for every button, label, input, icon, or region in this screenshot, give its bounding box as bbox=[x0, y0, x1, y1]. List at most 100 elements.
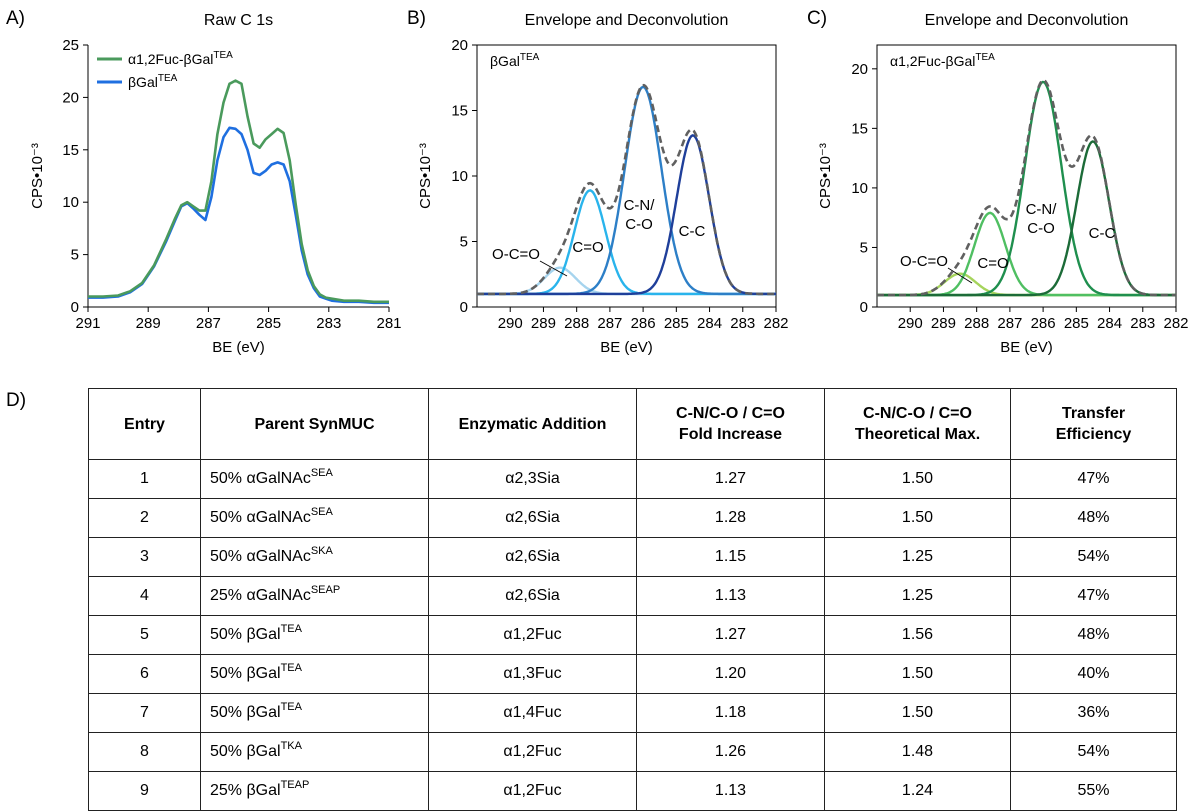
y-tick-label: 0 bbox=[460, 299, 468, 316]
y-tick-label: 20 bbox=[62, 89, 79, 106]
y-tick-label: 5 bbox=[71, 247, 79, 264]
label-o-c-o: O-C=O bbox=[492, 246, 540, 263]
cell-parent-superscript: SEAP bbox=[310, 584, 341, 596]
legend-label: α1,2Fuc-βGalTEA bbox=[128, 50, 233, 67]
chart-title: Raw C 1s bbox=[204, 12, 273, 29]
cell-parent-synmuc: 50% βGalTKA bbox=[200, 732, 429, 772]
x-tick-label: 288 bbox=[964, 315, 989, 332]
panel-letter-a: A) bbox=[6, 8, 25, 29]
header-fold-increase: C-N/C-O / C=O Fold Increase bbox=[636, 388, 825, 460]
header-enzymatic-addition: Enzymatic Addition bbox=[428, 388, 637, 460]
chart-title: Envelope and Deconvolution bbox=[525, 12, 729, 29]
y-tick-label: 15 bbox=[451, 103, 468, 120]
y-tick-label: 0 bbox=[860, 299, 868, 316]
table-row: 5 50% βGalTEA α1,2Fuc 1.27 1.56 48% bbox=[88, 615, 1177, 655]
label-o-c-o: O-C=O bbox=[900, 253, 948, 270]
header-entry: Entry bbox=[88, 388, 201, 460]
cell-parent-synmuc: 50% βGalTEA bbox=[200, 693, 429, 733]
envelope-deconvolution-chart-b: 290 289 288 287 286 285 284 283 282 0 5 10 15 20 Envel… bbox=[417, 12, 789, 356]
legend-label: βGalTEA bbox=[128, 73, 178, 90]
cell-theoretical-max: 1.56 bbox=[824, 615, 1011, 655]
cell-parent-superscript: TEAP bbox=[280, 779, 310, 791]
x-tick-label: 291 bbox=[75, 315, 100, 332]
cell-enzymatic-addition: α2,6Sia bbox=[428, 498, 637, 538]
cell-fold-increase: 1.28 bbox=[636, 498, 825, 538]
x-tick-label: 289 bbox=[531, 315, 556, 332]
table-row: 4 25% αGalNAcSEAP α2,6Sia 1.13 1.25 47% bbox=[88, 576, 1177, 616]
x-tick-label: 289 bbox=[136, 315, 161, 332]
y-tick-label: 20 bbox=[451, 37, 468, 54]
series-line-gal bbox=[88, 126, 389, 305]
header-transfer-efficiency: Transfer Efficiency bbox=[1010, 388, 1177, 460]
cell-entry: 7 bbox=[88, 693, 201, 733]
cell-theoretical-max: 1.50 bbox=[824, 459, 1011, 499]
cell-enzymatic-addition: α2,3Sia bbox=[428, 459, 637, 499]
header-parent-synmuc: Parent SynMUC bbox=[200, 388, 429, 460]
table-row: 7 50% βGalTEA α1,4Fuc 1.18 1.50 36% bbox=[88, 693, 1177, 733]
cell-fold-increase: 1.27 bbox=[636, 615, 825, 655]
x-axis-label: BE (eV) bbox=[1000, 339, 1053, 356]
y-tick-label: 20 bbox=[851, 61, 868, 78]
x-tick-label: 286 bbox=[631, 315, 656, 332]
label-c-o-second-line: C-O bbox=[625, 216, 653, 233]
cell-parent-superscript: TKA bbox=[280, 740, 302, 752]
cell-entry: 3 bbox=[88, 537, 201, 577]
cell-enzymatic-addition: α1,2Fuc bbox=[428, 732, 637, 772]
label-c-c: C-C bbox=[679, 223, 706, 240]
table-header-row: Entry Parent SynMUC Enzymatic Addition C… bbox=[88, 388, 1177, 460]
cell-fold-increase: 1.26 bbox=[636, 732, 825, 772]
cell-parent-superscript: TEA bbox=[280, 662, 302, 674]
chart-title: Envelope and Deconvolution bbox=[925, 12, 1129, 29]
y-axis-label: CPS•10⁻³ bbox=[817, 143, 834, 209]
cell-transfer-efficiency: 48% bbox=[1010, 615, 1177, 655]
x-tick-label: 287 bbox=[196, 315, 221, 332]
envelope-deconvolution-chart-c: 290 289 288 287 286 285 284 283 282 0 5 10 15 20 Envel… bbox=[817, 12, 1189, 356]
cell-entry: 2 bbox=[88, 498, 201, 538]
cell-entry: 9 bbox=[88, 771, 201, 811]
x-tick-label: 284 bbox=[1097, 315, 1122, 332]
label-leader-line bbox=[539, 260, 568, 277]
cell-parent-synmuc: 25% αGalNAcSEAP bbox=[200, 576, 429, 616]
cell-entry: 5 bbox=[88, 615, 201, 655]
cell-parent-synmuc: 50% αGalNAcSEA bbox=[200, 498, 429, 538]
label-c-o-second-line: C-O bbox=[1027, 220, 1055, 237]
y-tick-label: 5 bbox=[460, 234, 468, 251]
cell-fold-increase: 1.18 bbox=[636, 693, 825, 733]
x-tick-label: 290 bbox=[498, 315, 523, 332]
cell-enzymatic-addition: α1,3Fuc bbox=[428, 654, 637, 694]
cell-parent-superscript: SEA bbox=[310, 467, 333, 479]
x-tick-label: 283 bbox=[1130, 315, 1155, 332]
cell-entry: 6 bbox=[88, 654, 201, 694]
y-tick-label: 10 bbox=[851, 180, 868, 197]
label-c-o: C=O bbox=[977, 255, 1008, 272]
cell-parent-synmuc: 50% αGalNAcSKA bbox=[200, 537, 429, 577]
envelope-line bbox=[877, 78, 1176, 297]
label-c-n: C-N/ bbox=[1026, 201, 1058, 218]
cell-enzymatic-addition: α2,6Sia bbox=[428, 576, 637, 616]
cell-theoretical-max: 1.24 bbox=[824, 771, 1011, 811]
cell-transfer-efficiency: 54% bbox=[1010, 732, 1177, 772]
x-tick-label: 290 bbox=[898, 315, 923, 332]
table-row: 6 50% βGalTEA α1,3Fuc 1.20 1.50 40% bbox=[88, 654, 1177, 694]
x-tick-label: 285 bbox=[664, 315, 689, 332]
x-tick-label: 282 bbox=[1163, 315, 1188, 332]
cell-fold-increase: 1.20 bbox=[636, 654, 825, 694]
cell-theoretical-max: 1.50 bbox=[824, 693, 1011, 733]
x-axis-label: BE (eV) bbox=[600, 339, 653, 356]
cell-transfer-efficiency: 54% bbox=[1010, 537, 1177, 577]
cell-transfer-efficiency: 36% bbox=[1010, 693, 1177, 733]
x-tick-label: 282 bbox=[763, 315, 788, 332]
cell-transfer-efficiency: 55% bbox=[1010, 771, 1177, 811]
cell-theoretical-max: 1.25 bbox=[824, 537, 1011, 577]
y-tick-label: 5 bbox=[860, 239, 868, 256]
cell-fold-increase: 1.27 bbox=[636, 459, 825, 499]
y-tick-label: 10 bbox=[451, 168, 468, 185]
x-tick-label: 287 bbox=[597, 315, 622, 332]
panel-letter-c: C) bbox=[807, 8, 828, 29]
y-tick-label: 15 bbox=[62, 142, 79, 159]
series-line-fuc-gal bbox=[88, 79, 389, 304]
x-tick-label: 285 bbox=[256, 315, 281, 332]
y-axis-label: CPS•10⁻³ bbox=[29, 143, 46, 209]
component-c-c bbox=[877, 140, 1176, 297]
y-tick-label: 0 bbox=[71, 299, 79, 316]
